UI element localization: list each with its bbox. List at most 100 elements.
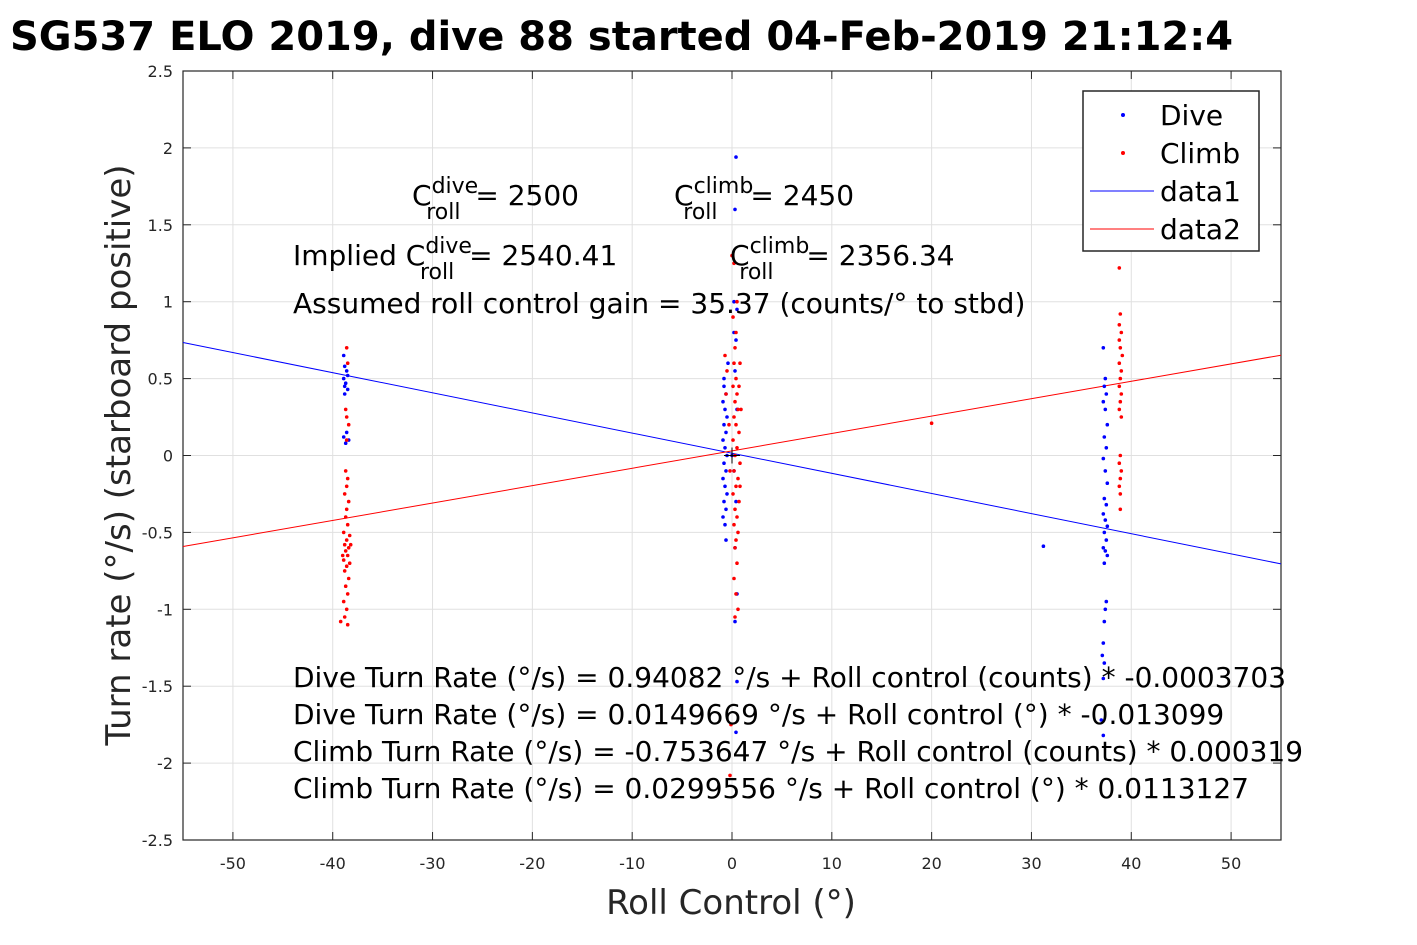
point-dive (1103, 407, 1108, 412)
legend-climb-marker (1121, 151, 1125, 155)
point-climb (733, 507, 737, 512)
x-tick-label: 30 (1021, 854, 1041, 873)
x-tick-label: -40 (320, 854, 346, 873)
point-climb (341, 558, 346, 562)
point-dive (732, 299, 736, 304)
point-climb (346, 422, 351, 427)
point-climb (732, 415, 736, 419)
point-climb (1119, 415, 1124, 419)
point-climb (731, 438, 735, 442)
x-tick-label: 20 (921, 854, 941, 873)
point-climb (1118, 507, 1123, 512)
point-dive (735, 307, 739, 312)
point-climb (728, 773, 732, 778)
point-dive (1103, 607, 1108, 612)
point-dive (1103, 469, 1108, 473)
fit-line-text-2: Dive Turn Rate (°/s) = 0.0149669 °/s + R… (293, 698, 1224, 731)
point-dive (724, 507, 728, 512)
point-dive (1102, 496, 1107, 501)
point-dive (725, 492, 729, 496)
point-dive (1041, 544, 1046, 548)
point-climb (738, 484, 742, 489)
point-climb (342, 615, 347, 619)
chart-title: SG537 ELO 2019, dive 88 started 04-Feb-2… (10, 14, 1233, 60)
point-climb (1118, 346, 1123, 350)
y-tick-label: -1 (157, 600, 173, 619)
point-dive (723, 446, 727, 450)
point-climb (738, 361, 742, 366)
point-climb (734, 330, 738, 335)
point-dive (1101, 512, 1106, 516)
y-tick-label: -1.5 (142, 677, 173, 696)
point-climb (736, 407, 740, 412)
point-dive (1105, 422, 1110, 427)
y-tick-label: 2 (163, 139, 173, 158)
point-climb (736, 530, 740, 535)
point-climb (736, 476, 740, 481)
fit-line-text-1: Dive Turn Rate (°/s) = 0.94082 °/s + Rol… (293, 661, 1286, 694)
point-climb (342, 492, 347, 496)
point-climb (345, 553, 350, 558)
x-tick-label: -30 (419, 854, 445, 873)
legend: Dive Climb data1 data2 (1082, 90, 1260, 252)
fit-line-text-4: Climb Turn Rate (°/s) = 0.0299556 °/s + … (293, 772, 1249, 805)
point-climb (345, 361, 350, 366)
point-climb (344, 346, 349, 350)
point-climb (723, 353, 727, 358)
x-tick-label: 50 (1221, 854, 1241, 873)
point-dive (733, 619, 737, 624)
point-climb (736, 607, 740, 612)
point-climb (733, 546, 737, 550)
x-ticks: -50 -40 -30 -20 -10 0 10 20 30 40 50 (220, 71, 1241, 873)
point-climb (1117, 361, 1122, 366)
point-dive (342, 384, 347, 389)
point-climb (733, 615, 737, 619)
point-climb (731, 492, 735, 496)
point-dive (1105, 553, 1110, 558)
point-climb (729, 722, 733, 727)
point-climb (734, 484, 738, 489)
point-dive (345, 373, 350, 378)
legend-data1-label: data1 (1160, 175, 1241, 208)
point-climb (725, 369, 729, 373)
point-climb (730, 253, 734, 258)
point-climb (1118, 399, 1123, 404)
y-tick-label: 1 (163, 293, 173, 312)
point-climb (737, 499, 741, 504)
point-dive (723, 484, 727, 489)
point-dive (345, 387, 350, 392)
point-dive (722, 376, 726, 381)
point-climb (731, 315, 735, 319)
point-climb (735, 392, 739, 396)
point-climb (728, 469, 732, 473)
point-dive (1104, 446, 1109, 450)
point-climb (1119, 369, 1124, 373)
point-dive (722, 461, 726, 466)
point-dive (721, 515, 725, 519)
point-climb (345, 522, 350, 527)
x-tick-label: -10 (619, 854, 645, 873)
point-climb (342, 542, 347, 547)
point-climb (1118, 312, 1123, 316)
fit-line-text-3: Climb Turn Rate (°/s) = -0.753647 °/s + … (293, 735, 1303, 768)
point-climb (735, 446, 739, 450)
point-dive (1102, 619, 1107, 624)
point-dive (343, 441, 348, 446)
point-dive (1101, 546, 1106, 550)
point-dive (1103, 376, 1108, 381)
point-dive (1101, 399, 1106, 404)
point-dive (734, 338, 738, 342)
point-climb (732, 576, 736, 581)
x-axis-label: Roll Control (°) (606, 883, 856, 923)
point-climb (344, 507, 349, 512)
point-climb (340, 553, 345, 558)
point-climb (341, 530, 346, 535)
point-dive (725, 415, 729, 419)
point-dive (734, 730, 738, 735)
point-climb (733, 346, 737, 350)
point-climb (346, 576, 351, 581)
legend-climb-label: Climb (1160, 137, 1240, 170)
annotation-implied-climb: Cclimb roll = 2356.34 (730, 234, 955, 285)
point-dive (1102, 384, 1107, 389)
point-dive (1102, 561, 1107, 565)
